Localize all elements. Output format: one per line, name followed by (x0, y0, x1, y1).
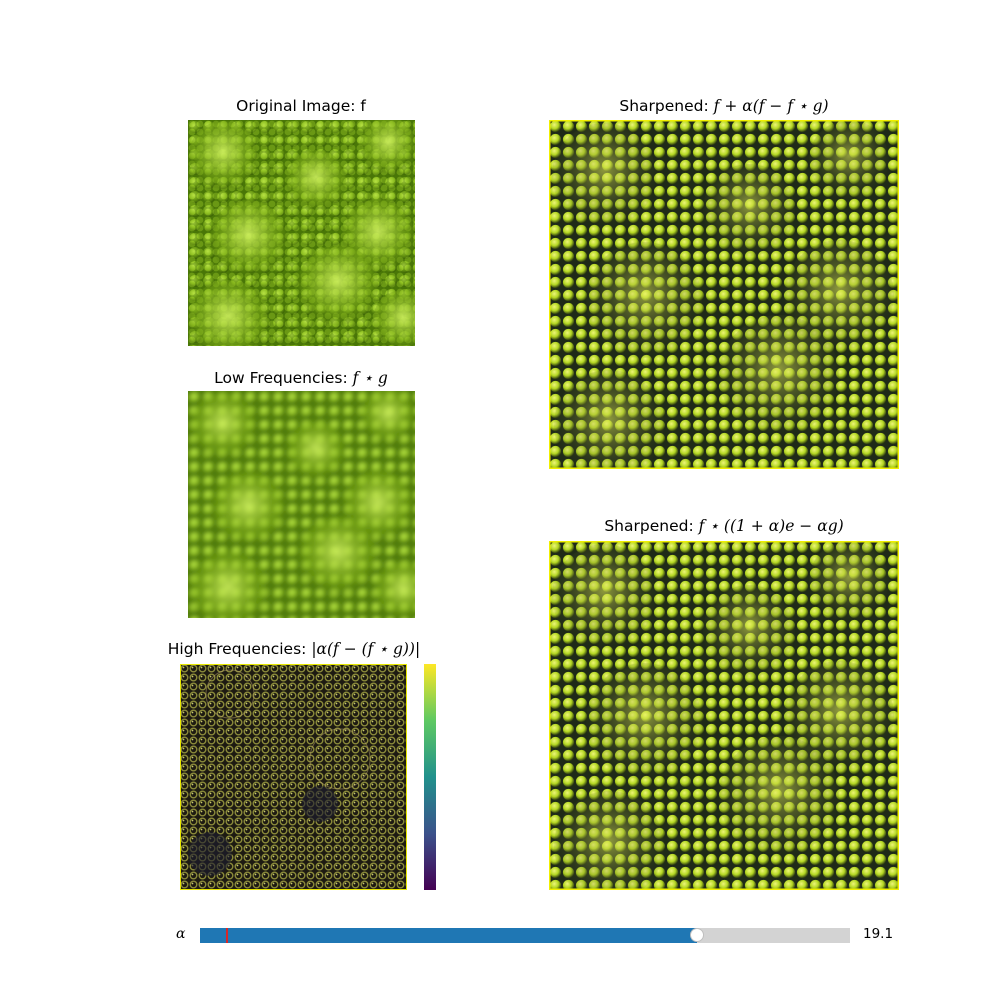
low-frequencies-title-text: Low Frequencies: (214, 369, 353, 387)
alpha-slider-fill (200, 928, 697, 943)
low-frequencies-title: Low Frequencies: f ⋆ g (214, 369, 388, 387)
high-frequencies-title: High Frequencies: |α(f − (f ⋆ g))| (168, 640, 420, 658)
high-frequencies-title-math: |α(f − (f ⋆ g))| (311, 640, 421, 658)
sharpened-1-title: Sharpened: f + α(f − f ⋆ g) (619, 97, 828, 115)
original-image-svg (188, 120, 415, 346)
low-frequencies-image (188, 391, 415, 618)
alpha-slider-initial-marker (226, 928, 228, 943)
sharpened-2-title-text: Sharpened: (604, 517, 699, 535)
low-frequencies-title-math: f ⋆ g (352, 369, 388, 387)
sharpened-2-image (549, 541, 899, 890)
high-frequencies-title-text: High Frequencies: (167, 640, 312, 658)
low-frequencies-image-svg (188, 391, 415, 618)
alpha-slider-handle[interactable] (690, 928, 704, 942)
alpha-slider-value: 19.1 (863, 926, 894, 942)
sharpened-1-image (549, 120, 899, 469)
original-image-title: Original Image: f (236, 97, 366, 115)
sharpened-2-image-svg (549, 541, 899, 890)
alpha-slider-label: α (176, 926, 186, 942)
sharpened-1-title-text: Sharpened: (619, 97, 714, 115)
sharpened-1-image-svg (549, 120, 899, 469)
high-frequencies-colorbar (424, 664, 436, 890)
original-image (188, 120, 415, 346)
sharpened-1-title-math: f + α(f − f ⋆ g) (713, 97, 829, 115)
alpha-slider[interactable] (200, 928, 850, 943)
sharpened-2-title-math: f ⋆ ((1 + α)e − αg) (698, 517, 844, 535)
sharpened-2-title: Sharpened: f ⋆ ((1 + α)e − αg) (604, 517, 843, 535)
high-frequencies-image-svg (180, 664, 407, 890)
high-frequencies-image (180, 664, 407, 890)
